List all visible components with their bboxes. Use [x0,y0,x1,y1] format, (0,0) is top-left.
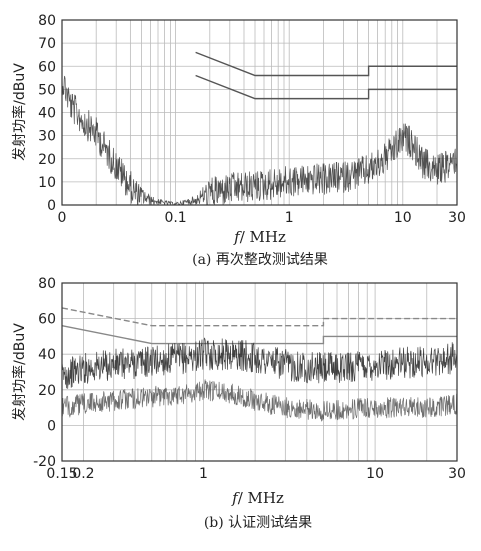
chart-a-caption: (a) 再次整改测试结果 [192,252,328,268]
chart-a-x-tick-label: 0.1 [164,210,186,226]
chart-a-y-tick-label: 30 [38,129,56,145]
chart-a-plot [61,51,458,206]
chart-b-caption: (b) 认证测试结果 [204,515,312,531]
chart-b-y-tick-label: 40 [38,347,56,363]
chart-a-limit-quasi-peak-line [195,51,457,77]
chart-a-x-ticks: 0 0.1 1 10 30 [58,210,466,226]
chart-a-x-tick-label: 30 [448,210,466,226]
chart-a-y-tick-label: 80 [38,13,56,29]
chart-a-y-ticks: 0 10 20 30 40 50 60 70 80 [38,13,56,214]
chart-b-grid [62,282,458,462]
chart-b-y-axis-label: 发射功率/dBuV [11,323,28,421]
chart-b-peak-trace [61,337,458,389]
chart-a: 0 10 20 30 40 50 60 70 80 0 0.1 1 10 30 发射功率/dBuV f/… [11,13,466,268]
chart-b-y-tick-label: 20 [38,383,56,399]
chart-b-limit-average-line [61,325,457,345]
chart-b-x-tick-label: 0.2 [72,466,94,482]
chart-b-x-axis-label: f/ MHz [231,489,284,507]
chart-a-x-tick-label: 0 [58,210,67,226]
chart-a-x-tick-label: 1 [285,210,294,226]
chart-a-y-tick-label: 0 [47,198,56,214]
chart-b-x-tick-label: 1 [199,466,208,482]
chart-a-limit-average-line [195,74,457,100]
chart-a-y-axis-label: 发射功率/dBuV [11,63,28,161]
chart-a-y-tick-label: 50 [38,82,56,98]
chart-a-measured-envelope-trace [61,71,458,206]
chart-b-y-ticks: -20 0 20 40 60 80 [33,276,56,470]
chart-a-y-tick-label: 70 [38,36,56,52]
chart-a-y-tick-label: 20 [38,152,56,168]
chart-b-x-tick-label: 0.15 [46,466,77,482]
chart-a-y-tick-label: 60 [38,59,56,75]
chart-b-y-tick-label: 60 [38,312,56,328]
chart-b-frame [61,282,458,462]
chart-b: -20 0 20 40 60 80 0.150.2 1 10 30 发射功率/dBuV f/ M… [11,276,466,531]
chart-b-limit-quasi-peak-line [61,307,457,327]
chart-b-y-tick-label: 0 [47,418,56,434]
chart-b-x-tick-label: 30 [448,466,466,482]
chart-b-y-tick-label: -20 [33,454,56,470]
chart-a-frame [61,19,458,206]
chart-a-x-tick-label: 10 [394,210,412,226]
chart-b-x-tick-label: 10 [366,466,384,482]
chart-b-average-trace [61,379,458,422]
chart-a-x-axis-label: f/ MHz [233,228,286,246]
chart-a-y-tick-label: 40 [38,106,56,122]
chart-b-plot [61,307,458,422]
chart-b-x-ticks: 0.150.2 1 10 30 [46,466,466,482]
chart-b-y-tick-label: 80 [38,276,56,292]
chart-a-y-tick-label: 10 [38,175,56,191]
